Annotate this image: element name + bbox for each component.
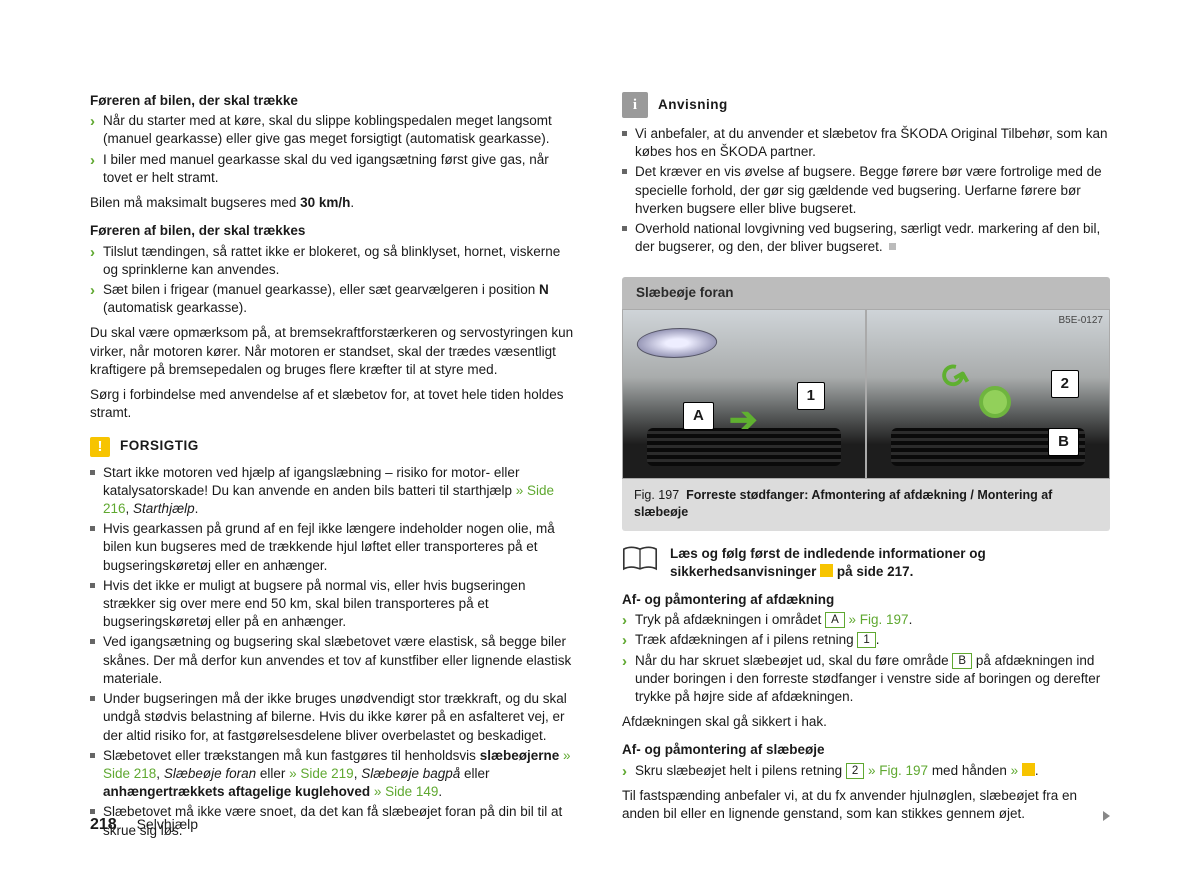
page-footer: 218 Selvhjælp [90, 814, 198, 836]
info-item: Overhold national lovgivning ved bugseri… [622, 220, 1110, 256]
caution-item: Hvis det ikke er muligt at bugsere på no… [90, 577, 578, 632]
info-header: i Anvisning [622, 92, 1110, 118]
bullet-item: Sæt bilen i frigear (manuel gearkasse), … [90, 281, 578, 317]
bullet-item: I biler med manuel gearkasse skal du ved… [90, 151, 578, 187]
heading-tow-eye: Af- og påmontering af slæbeøje [622, 741, 1110, 759]
caution-header: ! FORSIGTIG [90, 437, 578, 457]
figure-left-panel: A 1 ➔ [622, 309, 866, 479]
info-icon: i [622, 92, 648, 118]
caution-icon: ! [90, 437, 110, 457]
caution-item: Hvis gearkassen på grund af en fejl ikke… [90, 520, 578, 575]
ref-1: 1 [857, 632, 875, 648]
info-item: Det kræver en vis øvelse af bugsere. Beg… [622, 163, 1110, 218]
continuation-icon [1103, 811, 1110, 821]
curved-arrow-icon: ↺ [924, 353, 978, 401]
figure-label-b: B [1048, 428, 1079, 456]
figure-right-panel: B5E-0127 ↺ 2 B [866, 309, 1110, 479]
ref-b: B [952, 653, 972, 669]
info-title: Anvisning [658, 96, 728, 114]
bullet-item: Tilslut tændingen, så rattet ikke er blo… [90, 243, 578, 279]
left-column: Føreren af bilen, der skal trække Når du… [90, 92, 578, 842]
warning-ref-icon [820, 564, 833, 577]
heading-cover: Af- og påmontering af afdækning [622, 591, 1110, 609]
figure-label-2: 2 [1051, 370, 1079, 398]
section-heading: Slæbeøje foran [622, 277, 1110, 309]
read-first-note: Læs og følg først de indledende informat… [622, 545, 1110, 581]
caution-item: Start ikke motoren ved hjælp af igangslæ… [90, 464, 578, 519]
warning-ref-icon [1022, 763, 1035, 776]
paragraph: Du skal være opmærksom på, at bremsekraf… [90, 324, 578, 379]
info-item: Vi anbefaler, at du anvender et slæbetov… [622, 125, 1110, 161]
heading-driver-towed: Føreren af bilen, der skal trækkes [90, 222, 578, 240]
caution-item: Slæbetovet eller trækstangen må kun fast… [90, 747, 578, 802]
arrow-icon: ➔ [729, 398, 758, 444]
page-number: 218 [90, 816, 117, 833]
bullet-item: Når du starter med at køre, skal du slip… [90, 112, 578, 148]
book-icon [622, 545, 658, 573]
step-item: Når du har skruet slæbeøjet ud, skal du … [622, 652, 1110, 707]
paragraph: Afdækningen skal gå sikkert i hak. [622, 713, 1110, 731]
step-item: Tryk på afdækningen i området A » Fig. 1… [622, 611, 1110, 629]
step-item: Skru slæbeøjet helt i pilens retning 2 »… [622, 762, 1110, 780]
figure-label-1: 1 [797, 382, 825, 410]
right-column: i Anvisning Vi anbefaler, at du anvender… [622, 92, 1110, 842]
caution-item: Ved igangsætning og bugsering skal slæbe… [90, 633, 578, 688]
ref-2: 2 [846, 763, 864, 779]
figure-label-a: A [683, 402, 714, 430]
figure-caption: Fig. 197 Forreste stødfanger: Afmonterin… [622, 479, 1110, 531]
tow-eye-icon [979, 386, 1011, 418]
ref-a: A [825, 612, 845, 628]
section-name: Selvhjælp [137, 816, 198, 832]
read-first-text: Læs og følg først de indledende informat… [670, 545, 1110, 581]
caution-title: FORSIGTIG [120, 437, 199, 455]
figure-code: B5E-0127 [1059, 314, 1103, 328]
step-item: Træk afdækningen af i pilens retning 1. [622, 631, 1110, 649]
figure-197: A 1 ➔ B5E-0127 ↺ 2 B [622, 309, 1110, 479]
paragraph: Sørg i forbindelse med anvendelse af et … [90, 386, 578, 422]
heading-driver-towing: Føreren af bilen, der skal trække [90, 92, 578, 110]
section-end-marker [889, 243, 896, 250]
paragraph: Bilen må maksimalt bugseres med 30 km/h. [90, 194, 578, 212]
caution-item: Under bugseringen må der ikke bruges unø… [90, 690, 578, 745]
paragraph: Til fastspænding anbefaler vi, at du fx … [622, 787, 1110, 823]
